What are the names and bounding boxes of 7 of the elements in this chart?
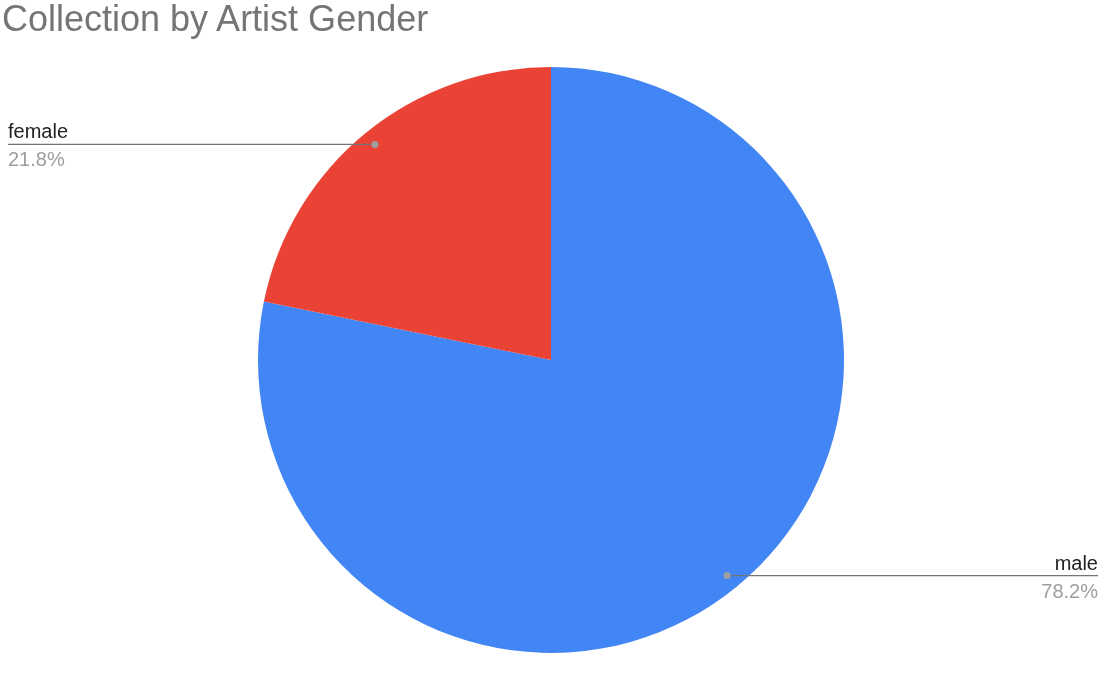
- pie-slice: [258, 67, 844, 653]
- pie-slice: [263, 67, 551, 360]
- chart-title: Collection by Artist Gender: [2, 0, 429, 40]
- data-label: 78.2%: [1041, 579, 1099, 602]
- slice-label: female: [8, 120, 69, 143]
- data-label: 21.8%: [8, 148, 65, 171]
- slice-label: male: [1054, 551, 1098, 574]
